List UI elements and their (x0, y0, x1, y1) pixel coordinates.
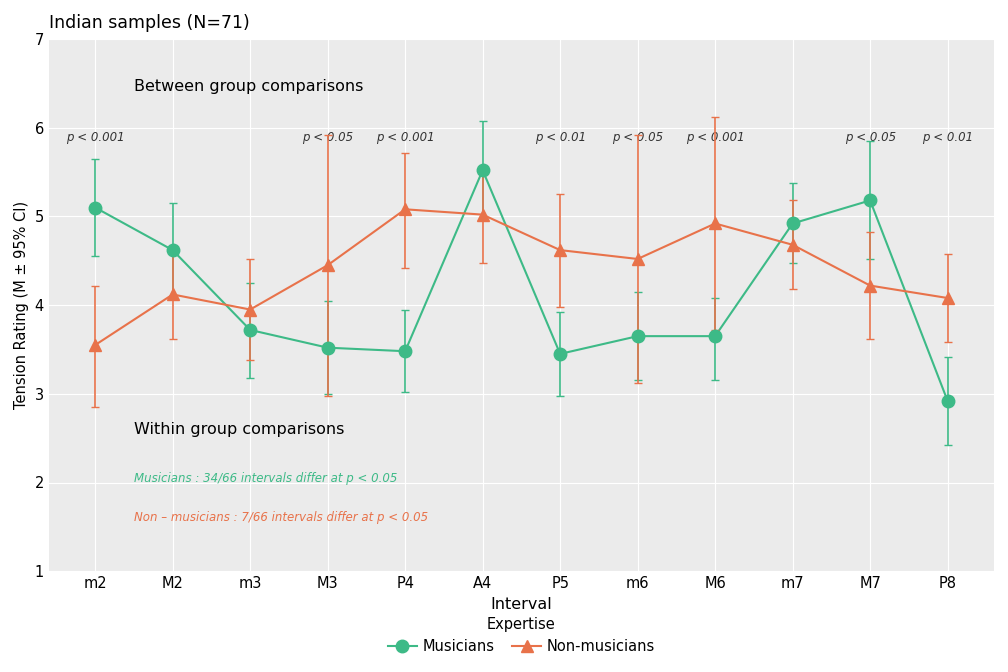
Text: p < 0.001: p < 0.001 (376, 130, 434, 144)
Text: p < 0.05: p < 0.05 (302, 130, 353, 144)
Text: p < 0.05: p < 0.05 (845, 130, 896, 144)
X-axis label: Interval: Interval (491, 597, 552, 612)
Text: Musicians : 34/66 intervals differ at p < 0.05: Musicians : 34/66 intervals differ at p … (134, 472, 397, 485)
Text: Non – musicians : 7/66 intervals differ at p < 0.05: Non – musicians : 7/66 intervals differ … (134, 511, 428, 524)
Legend: Musicians, Non-musicians: Musicians, Non-musicians (382, 611, 661, 660)
Text: p < 0.05: p < 0.05 (612, 130, 663, 144)
Text: p < 0.01: p < 0.01 (922, 130, 973, 144)
Text: Within group comparisons: Within group comparisons (134, 422, 345, 437)
Text: p < 0.01: p < 0.01 (534, 130, 586, 144)
Text: Indian samples (N=71): Indian samples (N=71) (48, 14, 249, 32)
Y-axis label: Tension Rating (M ± 95% CI): Tension Rating (M ± 95% CI) (14, 201, 29, 409)
Text: Between group comparisons: Between group comparisons (134, 79, 363, 94)
Text: p < 0.001: p < 0.001 (66, 130, 125, 144)
Text: p < 0.001: p < 0.001 (685, 130, 745, 144)
